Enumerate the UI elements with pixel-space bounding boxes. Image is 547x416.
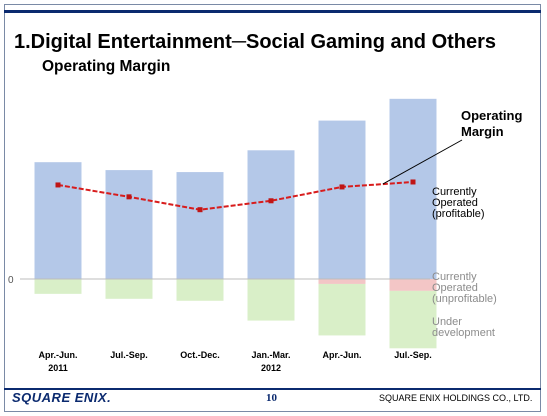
slide-subtitle: Operating Margin <box>42 58 171 75</box>
label-currently-operated-unprofitable: Operated <box>432 282 478 294</box>
operating-margin-callout-text: Margin <box>461 124 504 139</box>
label-currently-operated-unprofitable: (unprofitable) <box>432 293 497 305</box>
company-name: SQUARE ENIX HOLDINGS CO., LTD. <box>379 393 533 403</box>
operating-margin-point-3 <box>268 198 274 204</box>
bar-profitable-5 <box>389 98 437 279</box>
x-tick-label-3: Jan.-Mar. <box>251 350 290 360</box>
page-number: 10 <box>266 392 277 404</box>
footer-rule <box>4 388 541 390</box>
top-rule <box>4 10 541 13</box>
x-tick-label-1: Jul.-Sep. <box>110 350 148 360</box>
y-tick-label-0: 0 <box>8 275 14 286</box>
x-tick-label-0: Apr.-Jun. <box>38 350 77 360</box>
operating-margin-point-1 <box>126 194 132 200</box>
operating-margin-line <box>57 180 414 211</box>
label-currently-operated-profitable: (profitable) <box>432 208 485 220</box>
x-tick-label-4: Apr.-Jun. <box>322 350 361 360</box>
bar-profitable-3 <box>247 150 295 279</box>
bar-profitable-0 <box>34 162 82 279</box>
square-enix-logo: SQUARE ENIX. <box>12 390 112 405</box>
label-under-development: development <box>432 327 495 339</box>
bar-unprofitable-4 <box>318 279 366 284</box>
label-under-development: Under <box>432 316 462 328</box>
bar-profitable-2 <box>176 172 224 279</box>
x-tick-year-0: 2011 <box>48 363 68 373</box>
operating-margin-point-5 <box>410 179 416 185</box>
operating-margin-callout-line <box>382 139 463 185</box>
slide-title: 1.Digital Entertainment─Social Gaming an… <box>14 31 497 53</box>
operating-margin-point-2 <box>197 207 203 213</box>
operating-margin-callout-text: Operating <box>461 108 522 123</box>
bar-development-5 <box>389 290 437 349</box>
bar-development-3 <box>247 279 295 321</box>
label-currently-operated-profitable: Operated <box>432 197 478 209</box>
bar-development-2 <box>176 279 224 301</box>
bar-development-1 <box>105 279 153 299</box>
operating-margin-point-0 <box>55 182 61 188</box>
operating-margin-point-4 <box>339 184 345 190</box>
x-tick-label-5: Jul.-Sep. <box>394 350 432 360</box>
bar-development-0 <box>34 279 82 294</box>
label-currently-operated-unprofitable: Currently <box>432 271 477 283</box>
x-tick-year-3: 2012 <box>261 363 281 373</box>
bar-development-4 <box>318 283 366 336</box>
bar-unprofitable-5 <box>389 279 437 291</box>
label-currently-operated-profitable: Currently <box>432 186 477 198</box>
x-tick-label-2: Oct.-Dec. <box>180 350 220 360</box>
bar-profitable-1 <box>105 170 153 279</box>
bar-profitable-4 <box>318 120 366 279</box>
